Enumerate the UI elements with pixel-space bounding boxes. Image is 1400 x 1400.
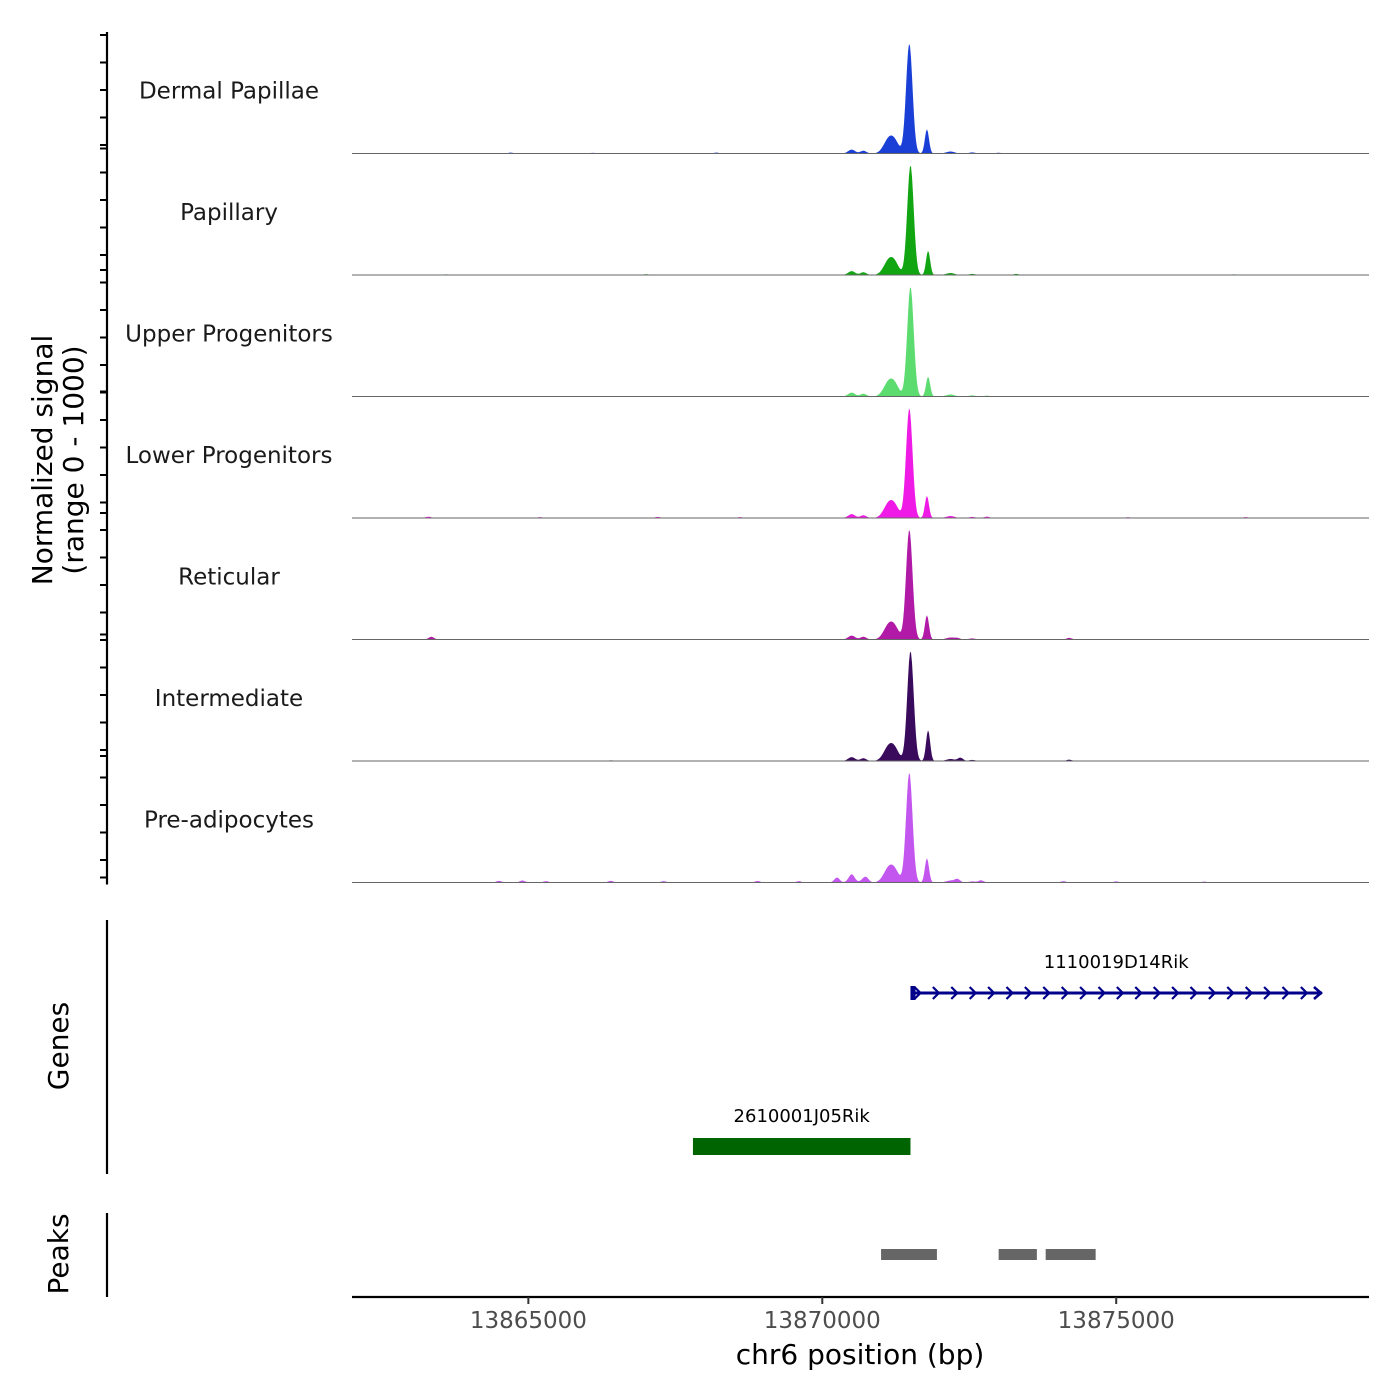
strand-arrow bbox=[913, 986, 923, 1000]
signal-area bbox=[352, 287, 1369, 397]
gene-exon bbox=[910, 986, 916, 1000]
signal-area bbox=[352, 408, 1369, 518]
gene-label: 2610001J05Rik bbox=[734, 1106, 871, 1127]
strand-arrow bbox=[987, 986, 996, 1000]
signal-area bbox=[352, 529, 1369, 640]
track-pre-adipocytes: Pre-adipocytes bbox=[144, 772, 1369, 883]
strand-arrow bbox=[1079, 986, 1088, 1000]
track-label: Lower Progenitors bbox=[126, 443, 333, 469]
gene-2610001j05rik: 2610001J05Rik bbox=[692, 1106, 911, 1155]
y-axis-title-line2: (range 0 - 1000) bbox=[57, 345, 90, 574]
genes-track-title: Genes bbox=[42, 1002, 75, 1090]
track-label: Pre-adipocytes bbox=[144, 808, 314, 834]
coverage-tracks: Dermal Papillae Papillary Upper Progenitor… bbox=[125, 43, 1369, 883]
strand-arrow bbox=[1226, 986, 1235, 1000]
strand-arrow bbox=[1024, 986, 1033, 1000]
strand-arrow bbox=[1152, 986, 1162, 1000]
strand-arrow bbox=[1134, 986, 1143, 1000]
signal-area bbox=[352, 43, 1369, 154]
gene-exon bbox=[692, 1138, 911, 1155]
peaks-track-title: Peaks bbox=[42, 1213, 75, 1294]
strand-arrow bbox=[1244, 986, 1254, 1000]
track-papillary: Papillary bbox=[180, 166, 1369, 276]
strand-arrow bbox=[1060, 986, 1070, 1000]
track-intermediate: Intermediate bbox=[155, 652, 1369, 762]
strand-arrow bbox=[1005, 986, 1015, 1000]
signal-area bbox=[352, 772, 1369, 883]
track-label: Intermediate bbox=[155, 686, 303, 712]
strand-arrow bbox=[950, 986, 959, 1000]
strand-arrow bbox=[1189, 986, 1199, 1000]
strand-arrow bbox=[932, 986, 941, 1000]
track-label: Papillary bbox=[180, 200, 278, 226]
track-dermal-papillae: Dermal Papillae bbox=[139, 43, 1369, 154]
peak-region bbox=[1045, 1249, 1096, 1260]
strand-arrow bbox=[1097, 986, 1107, 1000]
x-tick-label: 13870000 bbox=[764, 1308, 881, 1334]
y-axis-title-line1: Normalized signal bbox=[26, 335, 59, 586]
signal-y-axis bbox=[100, 32, 109, 885]
gene-1110019d14rik: 1110019D14Rik bbox=[910, 952, 1323, 1000]
track-label: Reticular bbox=[178, 565, 280, 591]
signal-area bbox=[352, 166, 1369, 275]
peaks-track bbox=[881, 1249, 1096, 1260]
strand-arrow bbox=[968, 986, 978, 1000]
x-axis-ticks: 13865000 13870000 13875000 bbox=[470, 1297, 1175, 1334]
strand-arrow bbox=[1208, 986, 1217, 1000]
track-label: Dermal Papillae bbox=[139, 79, 319, 105]
track-reticular: Reticular bbox=[178, 529, 1369, 640]
signal-area bbox=[352, 652, 1369, 761]
peak-region bbox=[881, 1249, 937, 1260]
strand-arrow bbox=[1300, 986, 1309, 1000]
peak-region bbox=[998, 1249, 1037, 1260]
strand-arrow bbox=[1171, 986, 1180, 1000]
strand-arrow bbox=[1313, 986, 1323, 1000]
strand-arrow bbox=[1042, 986, 1051, 1000]
gene-label: 1110019D14Rik bbox=[1044, 952, 1189, 973]
x-tick-label: 13865000 bbox=[470, 1308, 587, 1334]
track-lower-progenitors: Lower Progenitors bbox=[126, 408, 1369, 519]
track-label: Upper Progenitors bbox=[125, 322, 333, 348]
track-upper-progenitors: Upper Progenitors bbox=[125, 287, 1369, 397]
x-axis-title: chr6 position (bp) bbox=[736, 1338, 985, 1371]
strand-arrow bbox=[1281, 986, 1291, 1000]
genes-track: 1110019D14Rik 2610001J05Rik bbox=[692, 952, 1323, 1155]
strand-arrow bbox=[1116, 986, 1125, 1000]
x-tick-label: 13875000 bbox=[1058, 1308, 1175, 1334]
strand-arrow bbox=[1263, 986, 1272, 1000]
